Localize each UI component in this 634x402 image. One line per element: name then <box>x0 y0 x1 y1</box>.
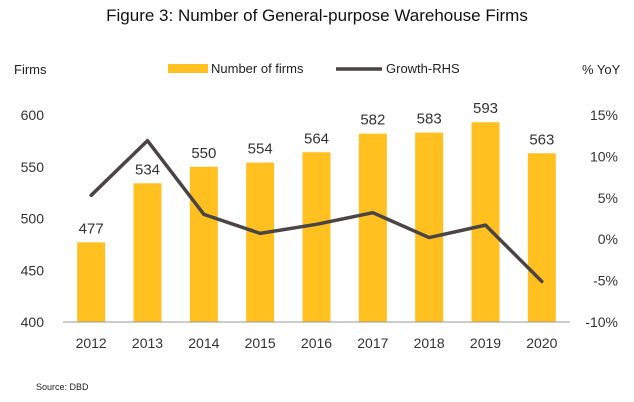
data-label-2016: 564 <box>304 130 329 147</box>
axes: 2012 2013 2014 2015 2016 2017 2018 2019 2020 400 4… <box>21 107 618 351</box>
y-right-tick--10%: -10% <box>585 314 618 330</box>
y-left-tick-400: 400 <box>21 314 45 330</box>
x-tick-2015: 2015 <box>245 335 276 351</box>
data-label-2012: 477 <box>79 220 104 237</box>
y-right-tick-0%: 0% <box>598 231 618 247</box>
y-left-title: Firms <box>14 62 47 77</box>
chart-title: Figure 3: Number of General-purpose Ware… <box>106 6 528 25</box>
bar-2017 <box>358 133 387 322</box>
y-left-tick-500: 500 <box>21 211 45 227</box>
bar-2012 <box>77 242 106 322</box>
legend-label-number-of-firms: Number of firms <box>211 61 304 76</box>
y-left-tick-450: 450 <box>21 262 45 278</box>
bar-series <box>77 122 556 323</box>
x-tick-2019: 2019 <box>470 335 501 351</box>
bar-2018 <box>415 132 444 322</box>
data-label-2017: 582 <box>360 112 385 129</box>
legend: Number of firms Growth-RHS <box>168 61 460 76</box>
y-right-tick-15%: 15% <box>590 107 618 123</box>
y-right-tick--5%: -5% <box>593 273 618 289</box>
data-label-2019: 593 <box>473 100 498 117</box>
data-label-2014: 550 <box>191 145 216 162</box>
y-right-title: % YoY <box>582 62 621 77</box>
bar-2020 <box>527 153 556 322</box>
growth-line <box>89 138 544 284</box>
bar-2019 <box>471 122 500 323</box>
data-label-2015: 554 <box>248 141 273 158</box>
y-left-tick-600: 600 <box>21 107 45 123</box>
x-tick-2013: 2013 <box>132 335 163 351</box>
x-tick-2014: 2014 <box>188 335 219 351</box>
y-right-tick-5%: 5% <box>598 190 618 206</box>
x-tick-2020: 2020 <box>526 335 557 351</box>
legend-label-growth: Growth-RHS <box>386 61 460 76</box>
growth-line-series <box>89 138 544 284</box>
x-tick-2017: 2017 <box>357 335 388 351</box>
x-tick-2012: 2012 <box>76 335 107 351</box>
bar-2016 <box>302 152 331 322</box>
x-tick-2016: 2016 <box>301 335 332 351</box>
data-labels: 477 534 550 554 564 582 583 593 563 <box>79 100 555 237</box>
data-label-2020: 563 <box>529 131 554 148</box>
source-note: Source: DBD <box>36 382 89 392</box>
x-tick-2018: 2018 <box>414 335 445 351</box>
data-label-2013: 534 <box>135 161 160 178</box>
bar-2015 <box>246 162 275 322</box>
legend-swatch-number-of-firms <box>168 64 208 73</box>
axis-titles: Firms % YoY <box>14 62 621 77</box>
y-left-tick-550: 550 <box>21 159 45 175</box>
y-right-tick-10%: 10% <box>590 148 618 164</box>
bar-2013 <box>133 183 162 322</box>
bar-2014 <box>189 166 218 322</box>
data-label-2018: 583 <box>417 111 442 128</box>
